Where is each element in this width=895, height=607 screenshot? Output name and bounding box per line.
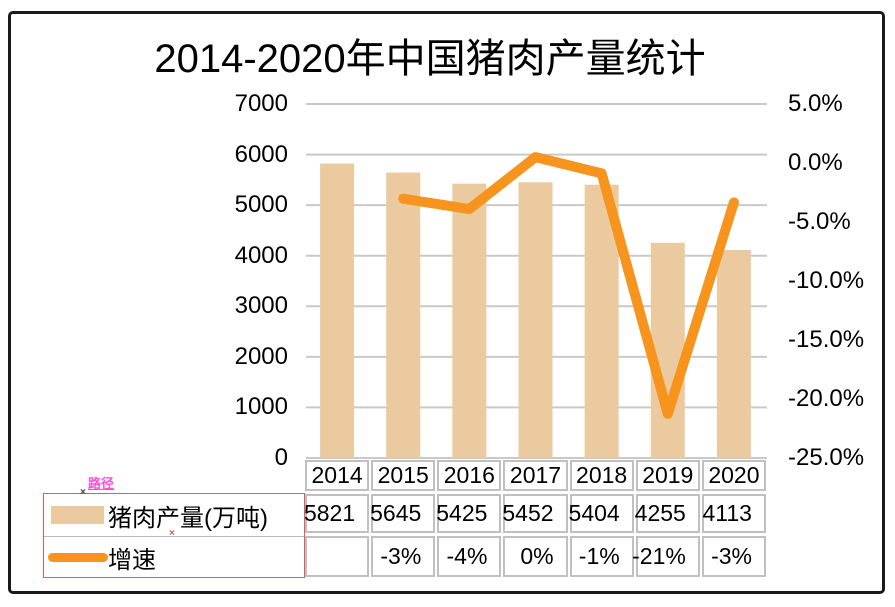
table-growth-cell: [305, 536, 370, 577]
table-growth-cell: -3%: [701, 536, 766, 577]
production-bar: [320, 163, 355, 458]
left-axis-tick-label: 6000: [234, 140, 288, 168]
table-production-cell: 5645: [370, 494, 436, 533]
right-axis-tick-label: 0.0%: [788, 149, 843, 176]
table-year-cell: 2020: [701, 460, 766, 491]
table-production-cell: 4113: [701, 494, 766, 533]
legend-item-growth: 增速: [44, 536, 304, 578]
table-growth-cell: -4%: [437, 536, 502, 577]
table-production-cell: 5821: [304, 494, 370, 533]
left-axis-tick-label: 7000: [234, 90, 288, 117]
legend-box: 猪肉产量(万吨) 增速: [43, 493, 305, 578]
production-bar: [716, 249, 751, 458]
table-year-cell: 2014: [305, 460, 370, 491]
left-axis-tick-label: 4000: [234, 241, 288, 269]
right-axis-tick-label: 5.0%: [788, 90, 843, 117]
legend-label-growth: 增速: [108, 546, 156, 574]
production-bar: [650, 242, 685, 458]
table-year-cell: 2015: [371, 460, 436, 491]
production-bar: [518, 182, 553, 458]
line-series-swatch: [48, 552, 108, 562]
table-growth-cell: -3%: [371, 536, 436, 577]
table-growth-cell: 0%: [503, 536, 568, 577]
table-year-cell: 2016: [437, 460, 502, 491]
left-axis-tick-label: 2000: [234, 342, 288, 370]
legend-item-production: 猪肉产量(万吨): [44, 494, 304, 536]
right-axis-tick-label: -15.0%: [788, 326, 865, 353]
table-production-cell: 5425: [436, 494, 502, 533]
table-year-cell: 2019: [635, 460, 700, 491]
bar-series-swatch: [51, 506, 104, 524]
right-axis-tick-label: -5.0%: [788, 208, 851, 235]
chart-title: 2014-2020年中国猪肉产量统计: [154, 37, 706, 81]
left-axis-tick-label: 3000: [234, 292, 288, 320]
legend-label-production: 猪肉产量(万吨): [108, 504, 268, 532]
table-growth-cell: -21%: [632, 536, 700, 577]
production-bar: [452, 183, 487, 458]
production-bar: [386, 172, 421, 458]
anchor-x-marker: ×: [169, 528, 175, 539]
legend-divider: [44, 536, 304, 537]
table-production-cell: 5452: [502, 494, 568, 533]
growth-line: [398, 152, 739, 419]
anchor-x-marker: ×: [80, 487, 86, 498]
left-axis-tick-label: 5000: [234, 191, 288, 219]
right-axis-tick-label: -20.0%: [788, 385, 865, 412]
left-axis-tick-label: 1000: [234, 393, 288, 421]
table-production-cell: 5404: [569, 494, 634, 533]
right-axis-tick-label: -10.0%: [788, 267, 865, 294]
right-axis-tick-label: -25.0%: [788, 444, 865, 471]
left-axis-tick-label: 0: [274, 444, 288, 471]
table-year-cell: 2017: [503, 460, 568, 491]
path-annotation-label: 路径: [88, 476, 115, 491]
table-year-cell: 2018: [569, 460, 634, 491]
table-production-cell: 4255: [635, 494, 700, 533]
table-growth-cell: -1%: [569, 536, 634, 577]
